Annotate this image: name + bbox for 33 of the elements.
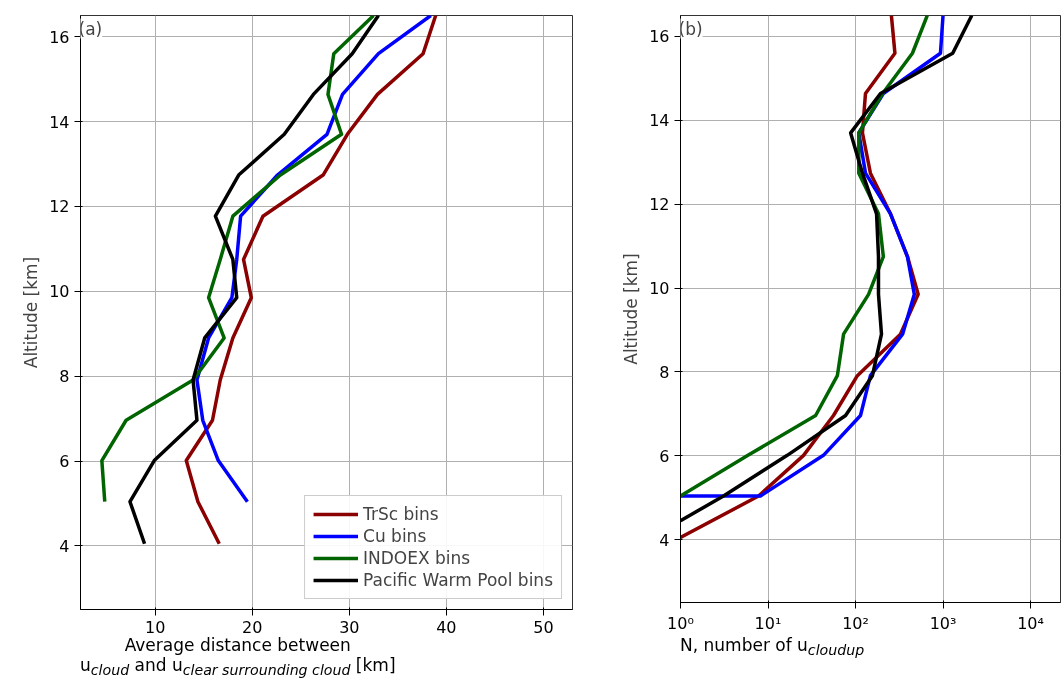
x-tick-label: 20 [242, 617, 263, 637]
x-tick-label: 10³ [929, 613, 957, 633]
y-tick-label: 6 [659, 446, 670, 466]
y-tick-label: 10 [49, 282, 70, 302]
y-axis-title: Altitude [km] [621, 253, 642, 365]
line-series [100, 15, 376, 504]
x-tick-label: 30 [339, 617, 360, 637]
x-tick-label: 10¹ [754, 613, 782, 633]
y-tick-label: 12 [49, 197, 70, 217]
y-tick-label: 4 [59, 536, 70, 556]
y-tick-label: 12 [649, 195, 670, 215]
text: Average distance between u$_{cloud}$ and u$_{clear surrounding cloud}$ [km] [80, 635, 396, 679]
legend-label: INDOEX bins [363, 548, 471, 568]
x-tick-label: 50 [533, 617, 554, 637]
y-tick-label: 6 [59, 452, 70, 471]
legend-label: Cu bins [363, 526, 427, 546]
y-tick-label: 16 [649, 27, 670, 47]
x-tick-label: 10 [145, 617, 166, 637]
y-tick-label: 16 [49, 27, 70, 47]
x-tick-label: 10² [842, 613, 869, 633]
y-tick-label: 14 [649, 111, 670, 131]
y-tick-label: 10 [649, 279, 670, 299]
y-tick-label: 8 [59, 367, 70, 387]
y-tick-label: 8 [659, 362, 670, 382]
x-axis-title: N, number of u$_{cloudup}$ [680, 635, 865, 660]
x-tick-label: 10⁴ [1017, 613, 1044, 633]
y-tick-label: 14 [49, 112, 70, 132]
legend-label: Pacific Warm Pool bins [363, 570, 553, 590]
x-tick-label: 10⁰ [667, 613, 694, 633]
legend-label: TrSc bins [363, 504, 439, 524]
x-tick-label: 40 [436, 617, 457, 637]
y-axis-title: Altitude [km] [21, 256, 42, 369]
y-tick-label: 4 [659, 530, 670, 550]
